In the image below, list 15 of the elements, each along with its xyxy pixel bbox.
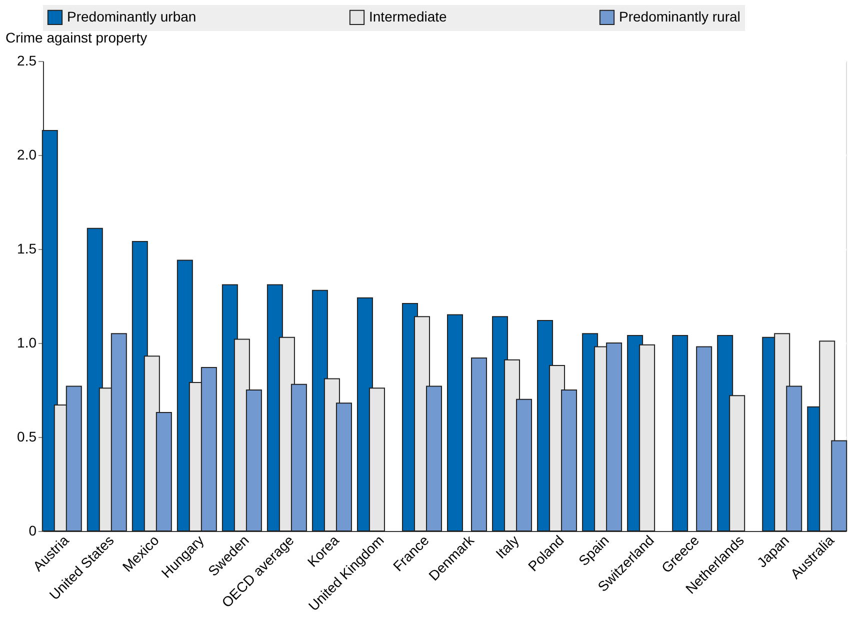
y-tick-label: 0 <box>28 522 37 538</box>
y-tick-label: 2.0 <box>17 146 37 162</box>
y-tick-label: 1.0 <box>17 334 37 350</box>
bar <box>447 314 464 532</box>
bar <box>471 358 488 532</box>
bar <box>696 346 712 532</box>
y-tick-label: 0.5 <box>17 428 37 444</box>
y-tick-label: 2.5 <box>17 52 37 68</box>
y-tick-label: 1.5 <box>17 240 37 256</box>
legend-label: Predominantly urban <box>67 8 196 24</box>
legend-label: Predominantly rural <box>619 8 740 24</box>
y-axis-title: Crime against property <box>6 30 148 46</box>
bar <box>672 334 688 532</box>
legend-label: Intermediate <box>369 8 448 24</box>
x-tick-label: Italy <box>492 532 522 562</box>
